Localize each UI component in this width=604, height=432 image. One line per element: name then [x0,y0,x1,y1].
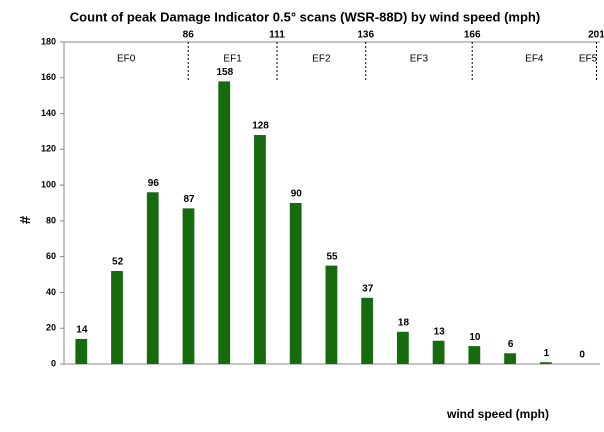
x2-tick-label: 136 [357,30,374,41]
bar [218,81,231,364]
data-label: 55 [326,251,338,262]
region-label: EF0 [117,54,136,65]
data-label: 128 [252,121,269,132]
data-label: 0 [579,350,585,361]
region-label: EF3 [410,54,429,65]
y-tick-label: 60 [46,251,56,261]
bar [182,208,195,364]
region-label: EF4 [525,54,544,65]
bar [539,362,552,364]
data-label: 14 [76,325,88,336]
y-tick-label: 40 [46,287,56,297]
chart-title: Count of peak Damage Indicator 0.5° scan… [70,9,540,24]
y-tick-label: 80 [46,215,56,225]
y-tick-label: 20 [46,323,56,333]
y-tick-label: 0 [51,358,56,368]
bar [468,346,481,364]
bar [432,340,445,364]
data-label: 18 [398,317,410,328]
bar [111,270,123,364]
bar [289,203,302,364]
y-tick-label: 120 [41,144,56,154]
data-label: 52 [112,257,124,268]
y-tick-label: 160 [41,72,56,82]
x-axis-label: wind speed (mph) [446,407,549,421]
y-tick-label: 140 [41,108,56,118]
bar [361,297,374,364]
data-label: 158 [216,67,233,78]
region-label: EF1 [223,54,242,65]
data-label: 90 [291,189,303,200]
region-label: EF2 [312,54,331,65]
data-label: 1 [544,348,550,359]
x2-tick-label: 111 [269,30,285,41]
data-label: 13 [434,326,446,337]
region-label: EF5 [579,54,598,65]
y-axis-label: # [17,215,34,224]
x2-tick-label: 86 [183,30,195,41]
data-label: 37 [362,283,374,294]
data-label: 87 [184,194,196,205]
bar [146,192,159,364]
x2-tick-label: 166 [464,30,481,41]
bar [75,338,88,364]
bar [396,331,409,364]
bar [254,135,266,364]
bar [325,265,338,364]
data-label: 6 [508,339,514,350]
bar [504,353,516,364]
data-label: 10 [469,332,481,343]
x2-tick-label: 201 [588,30,604,41]
y-tick-label: 180 [41,36,56,46]
data-label: 96 [148,178,160,189]
y-tick-label: 100 [41,179,56,189]
